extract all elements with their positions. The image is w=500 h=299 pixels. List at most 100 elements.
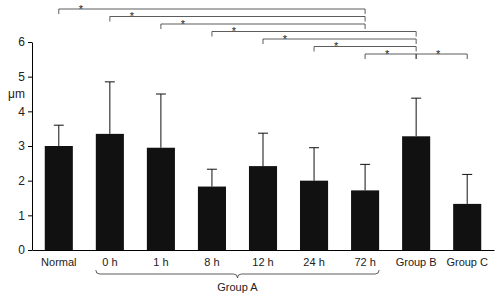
y-tick: 0 [18,243,32,257]
significance-label: * [232,25,237,37]
significance-bracket [110,17,365,22]
x-tick: 8 h [204,250,219,268]
x-tick: Normal [41,250,76,268]
x-tick: 72 h [354,250,375,268]
y-tick-mark [28,111,32,112]
error-bar-cap [309,147,319,148]
x-tick-label: 72 h [354,256,375,268]
error-bar-stem [211,169,212,186]
bar [402,136,430,250]
error-bar-stem [58,125,59,146]
significance-label: * [181,18,186,30]
y-tick: 2 [18,174,32,188]
y-tick-mark [28,77,32,78]
bar [96,134,124,250]
bar [249,166,277,250]
error-bar [54,125,64,146]
error-bar [360,164,370,190]
bar [453,204,481,250]
y-axis-line [32,43,33,251]
significance-bracket [161,24,365,29]
x-tick-label: Group B [396,256,437,268]
y-tick-label: 6 [18,35,25,49]
y-tick-mark [28,42,32,43]
error-bar-stem [365,164,366,190]
error-bar-cap [258,133,268,134]
error-bar-cap [105,81,115,82]
chart: 0 1 2 3 4 5 6 Normal 0 h 1 h 8 h 12 h 24 h 72 h Group … [0,0,500,299]
error-bar [105,82,115,134]
x-tick: 1 h [153,250,168,268]
significance-bracket [314,47,416,52]
x-tick: Group B [396,250,437,268]
bar [300,181,328,250]
bar [45,146,73,250]
bar [147,148,175,250]
error-bar-stem [160,94,161,148]
y-tick-label: 4 [18,105,25,119]
error-bar [207,169,217,186]
x-tick: 12 h [252,250,273,268]
y-tick-mark [28,146,32,147]
error-bar [462,174,472,203]
bars [45,82,481,250]
error-bar-cap [54,125,64,126]
x-tick: Group C [446,250,488,268]
y-axis-title: μm [8,87,25,101]
significance-label: * [130,10,135,22]
error-bar-cap [156,94,166,95]
x-tick-label: 12 h [252,256,273,268]
x-axis: Normal 0 h 1 h 8 h 12 h 24 h 72 h Group B Group … [33,250,495,268]
x-tick: 24 h [303,250,324,268]
error-bar-cap [360,164,370,165]
significance-label: * [334,40,339,52]
group-bracket [96,270,379,278]
x-tick-label: 24 h [303,256,324,268]
significance-label: * [436,48,441,60]
error-bar-cap [207,169,217,170]
error-bar-stem [467,174,468,203]
error-bar-stem [314,148,315,181]
error-bar [411,98,421,136]
x-tick-label: Normal [41,256,76,268]
error-bar [309,148,319,181]
y-tick: 4 [18,105,32,119]
y-tick-mark [28,250,32,251]
significance-bracket [365,54,416,59]
group-label: Group A [217,281,258,293]
significance-label: * [385,48,390,60]
y-tick-mark [28,181,32,182]
y-tick-mark [28,215,32,216]
x-axis-line [33,250,495,251]
x-tick: 0 h [102,250,117,268]
y-tick-label: 3 [18,139,25,153]
x-tick-label: 0 h [102,256,117,268]
y-tick: 1 [18,209,32,223]
y-tick: 3 [18,139,32,153]
y-tick-label: 2 [18,174,25,188]
significance-bracket [59,9,365,14]
significance-bracket [416,54,467,59]
y-tick: 5 [18,70,32,84]
plot-area: 0 1 2 3 4 5 6 Normal 0 h 1 h 8 h 12 h 24 h 72 h Group … [18,35,494,268]
error-bar-cap [462,174,472,175]
error-bar-stem [416,98,417,136]
x-tick-label: Group C [446,256,488,268]
y-axis: 0 1 2 3 4 5 6 [18,35,32,257]
error-bar [258,133,268,166]
significance-label: * [79,3,84,15]
y-tick: 6 [18,35,32,49]
error-bar-stem [263,133,264,166]
significance-label: * [283,33,288,45]
error-bar-stem [109,82,110,134]
y-tick-label: 5 [18,70,25,84]
y-tick-label: 0 [18,243,25,257]
x-tick-label: 8 h [204,256,219,268]
x-tick-label: 1 h [153,256,168,268]
significance-bracket [212,32,416,37]
bar [351,190,379,250]
error-bar [156,94,166,148]
bar [198,187,226,250]
y-tick-label: 1 [18,209,25,223]
error-bar-cap [411,98,421,99]
